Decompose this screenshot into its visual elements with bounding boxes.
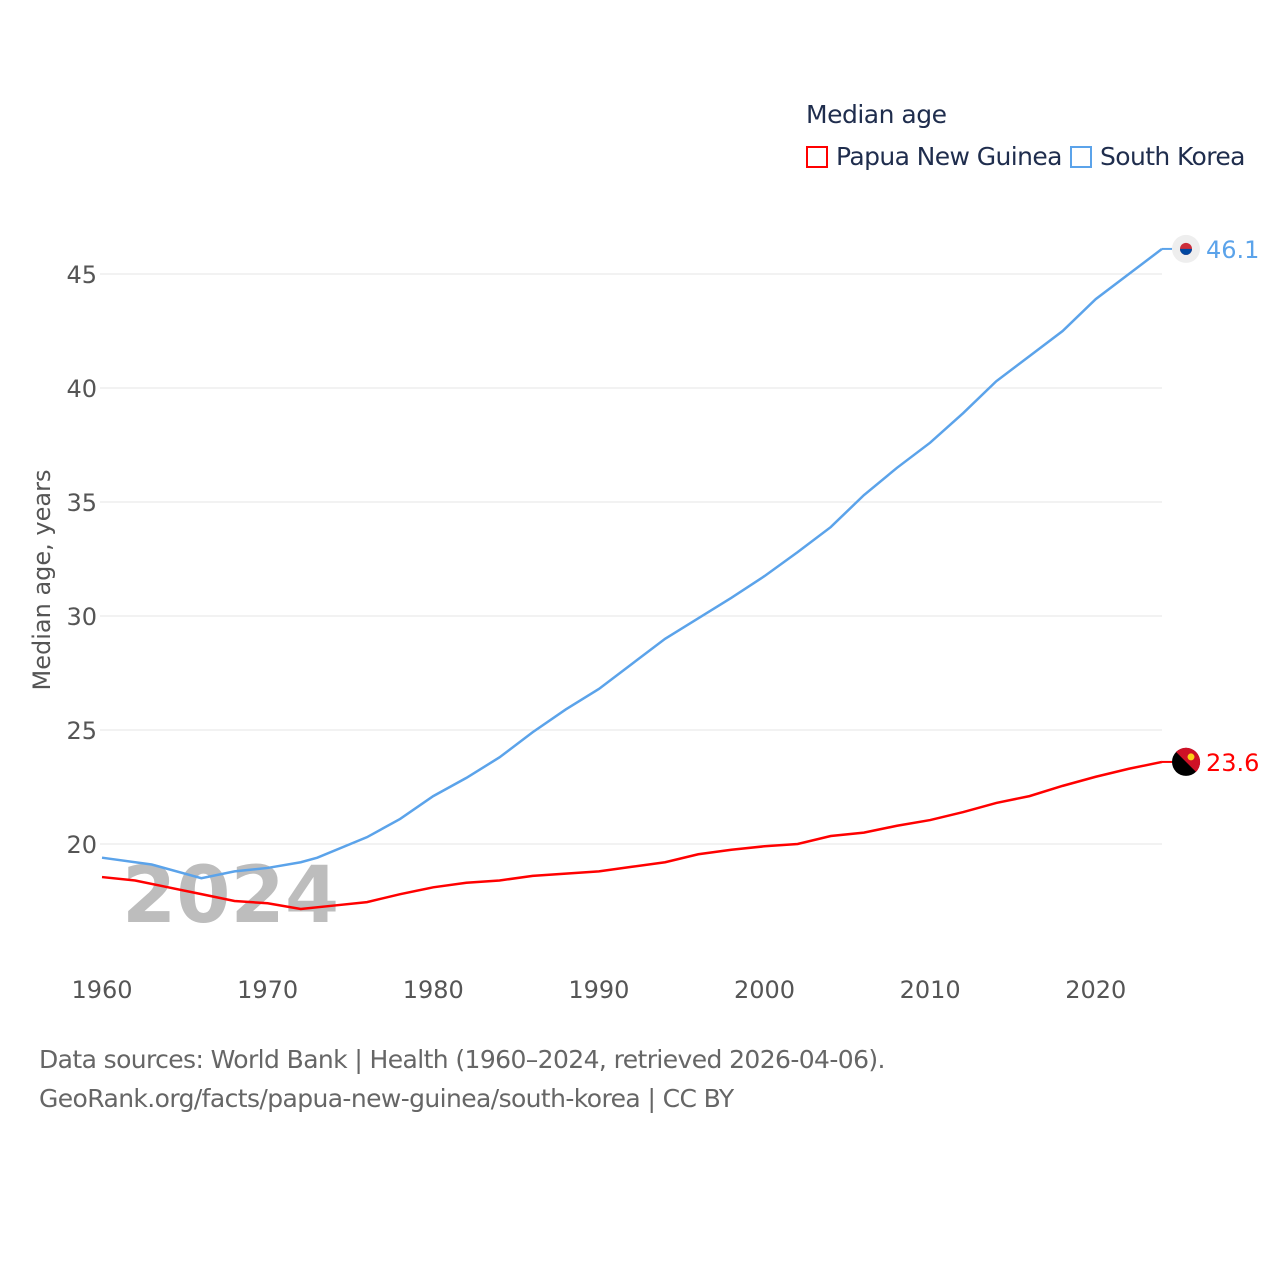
legend-label: Papua New Guinea (836, 142, 1062, 171)
legend-swatch (1070, 145, 1092, 168)
flag-red-half (1176, 747, 1201, 772)
y-tick-label: 20 (66, 831, 97, 859)
x-tick-label: 1970 (237, 976, 298, 1004)
legend-label: South Korea (1100, 142, 1245, 171)
x-tick-label: 1990 (568, 976, 629, 1004)
y-tick-label: 35 (66, 489, 97, 517)
y-axis-label: Median age, years (28, 470, 56, 691)
flag-taeguk-blue (1180, 248, 1192, 255)
legend-swatch (806, 145, 828, 168)
legend-item-south-korea[interactable]: South Korea (1070, 142, 1245, 171)
series-line-papua-new-guinea (101, 760, 1163, 911)
end-value-label: 46.1 (1206, 236, 1259, 264)
y-tick-label: 25 (66, 717, 97, 745)
flag-bird (1187, 753, 1195, 761)
y-tick-label: 45 (66, 261, 97, 289)
end-value-label: 23.6 (1206, 749, 1259, 777)
x-tick-label: 1980 (403, 976, 464, 1004)
legend-item-papua-new-guinea[interactable]: Papua New Guinea (806, 142, 1062, 171)
source-url[interactable]: GeoRank.org/facts/papua-new-guinea/south… (39, 1084, 734, 1113)
series-line-south-korea (101, 247, 1163, 880)
x-tick-label: 2000 (734, 976, 795, 1004)
y-tick-label: 30 (66, 603, 97, 631)
x-tick-label: 2020 (1065, 976, 1126, 1004)
legend-title: Median age (806, 100, 947, 129)
source-note: Data sources: World Bank | Health (1960–… (39, 1045, 885, 1074)
x-tick-label: 2010 (900, 976, 961, 1004)
y-tick-label: 40 (66, 375, 97, 403)
x-tick-label: 1960 (71, 976, 132, 1004)
